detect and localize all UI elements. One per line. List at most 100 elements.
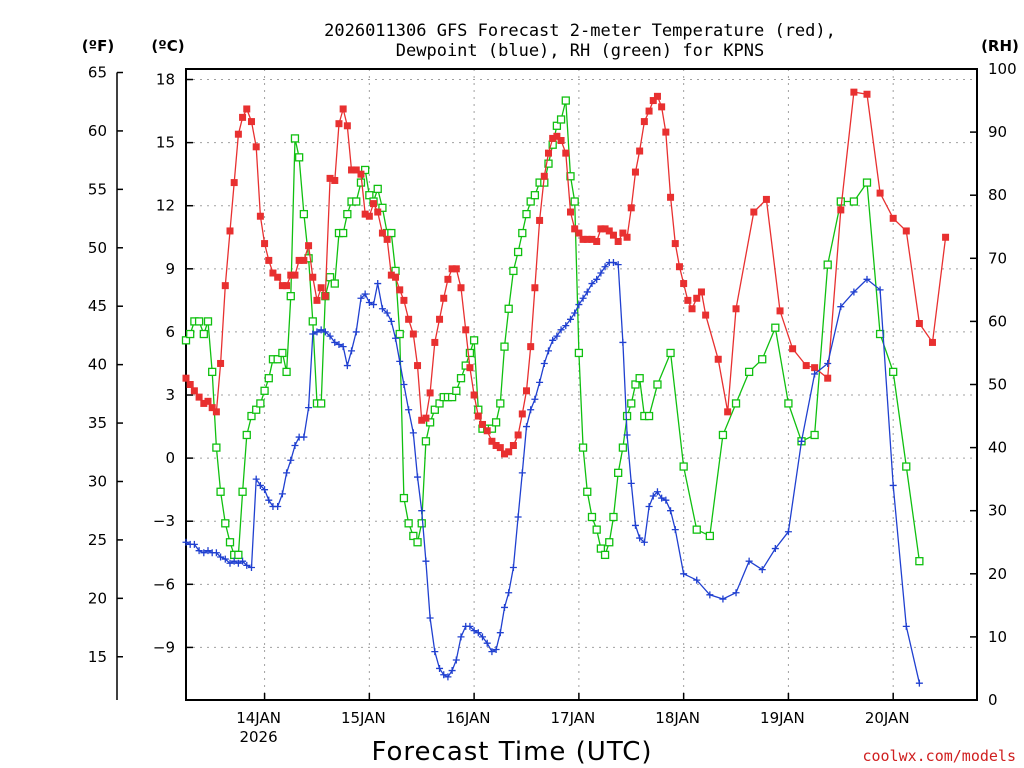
rh-point: [373, 184, 382, 194]
rh-point: [469, 336, 479, 345]
dewpoint-point: [261, 486, 269, 494]
celsius-tick-label: 0: [165, 449, 175, 467]
dewpoint-point: [566, 315, 574, 323]
temperature-point: [531, 284, 539, 292]
dewpoint-point: [619, 338, 627, 346]
rh-point: [509, 266, 518, 276]
dewpoint-point: [505, 589, 513, 597]
series-dewpoint: [182, 259, 923, 687]
temperature-point: [457, 284, 465, 292]
temperature-point: [640, 118, 648, 126]
temperature-point: [405, 315, 413, 323]
rh-point: [570, 197, 579, 206]
temperature-point: [313, 296, 321, 304]
temperature-point: [619, 229, 627, 237]
dewpoint-point: [784, 528, 792, 536]
dewpoint-point: [645, 502, 653, 510]
temperature-point: [200, 399, 208, 407]
rh-point: [609, 512, 618, 522]
temperature-point: [837, 206, 845, 214]
dewpoint-point: [500, 603, 508, 611]
temperature-point: [208, 404, 216, 412]
rh-point: [186, 329, 195, 339]
temperature-point: [500, 450, 508, 458]
temperature-point: [605, 227, 613, 235]
temperature-point: [714, 355, 722, 363]
temperature-point: [649, 97, 657, 105]
dewpoint-point: [400, 381, 408, 388]
dewpoint-point: [837, 303, 845, 311]
rh-tick-label: 50: [988, 376, 1007, 394]
rh-point: [308, 317, 317, 326]
temperature-point: [732, 305, 740, 313]
rh-point: [823, 260, 832, 269]
rh-point: [404, 519, 413, 528]
fahrenheit-tick-label: 30: [88, 472, 107, 490]
dewpoint-point: [488, 648, 496, 656]
rh-point: [242, 430, 251, 440]
rh-point: [395, 329, 404, 339]
rh-point: [264, 374, 273, 383]
x-tick-label: 18JAN: [655, 709, 700, 727]
dewpoint-point: [392, 334, 400, 342]
temperature-point: [426, 389, 434, 397]
rh-tick-label: 90: [988, 123, 1007, 141]
dewpoint-point: [597, 269, 605, 277]
rh-point: [614, 468, 623, 477]
rh-point: [496, 399, 505, 408]
temperature-point: [440, 294, 448, 302]
dewpoint-point: [693, 576, 701, 584]
temperature-point: [265, 256, 273, 264]
dewpoint-point: [221, 555, 229, 563]
temperature-point: [436, 315, 444, 323]
rh-point: [530, 191, 540, 200]
temperature-point: [470, 391, 478, 399]
dewpoint-point: [243, 561, 251, 569]
dewpoint-point: [640, 538, 648, 546]
temperature-point: [597, 225, 605, 233]
temperature-point: [466, 364, 474, 372]
rh-point: [286, 292, 295, 301]
dewpoint-point: [305, 404, 313, 412]
dewpoint-point: [291, 441, 299, 449]
temperature-point: [505, 448, 513, 456]
rh-point: [592, 525, 601, 534]
rh-point: [339, 228, 348, 238]
temperature-point: [321, 292, 329, 300]
temperature-point: [256, 212, 264, 220]
rh-point: [578, 443, 588, 452]
chart-title-line-1: 2026011306 GFS Forecast 2-meter Temperat…: [324, 21, 836, 41]
temperature-point: [802, 362, 810, 370]
dewpoint-point: [409, 429, 417, 437]
rh-point: [552, 121, 562, 130]
dewpoint-point: [317, 326, 325, 334]
dewpoint-point: [667, 507, 675, 515]
rh-point: [556, 115, 566, 124]
rh-point: [522, 209, 531, 219]
rh-point: [330, 279, 339, 288]
x-tick-year-label: 2026: [239, 728, 277, 746]
temperature-point: [762, 195, 770, 203]
dewpoint-point: [902, 622, 910, 630]
temperature-point: [483, 427, 491, 435]
dewpoint-point: [824, 359, 832, 367]
celsius-axis-label: (ºC): [151, 37, 184, 55]
rh-point: [199, 329, 208, 339]
temperature-point: [680, 280, 688, 288]
temperature-point: [352, 166, 360, 174]
dewpoint-point: [283, 469, 291, 477]
temperature-point: [645, 107, 653, 115]
temperature-point: [462, 326, 470, 334]
temperature-point: [295, 256, 303, 264]
rh-point: [561, 96, 570, 105]
rh-point: [409, 531, 418, 541]
temperature-point: [693, 294, 701, 302]
rh-point: [278, 348, 287, 358]
rh-point: [387, 228, 396, 238]
dewpoint-point: [631, 521, 639, 529]
dewpoint-point: [614, 261, 622, 269]
temperature-point: [186, 381, 194, 388]
fahrenheit-axis-label: (ºF): [82, 37, 114, 55]
grid-lines: [186, 69, 977, 700]
temperature-point: [204, 397, 212, 405]
